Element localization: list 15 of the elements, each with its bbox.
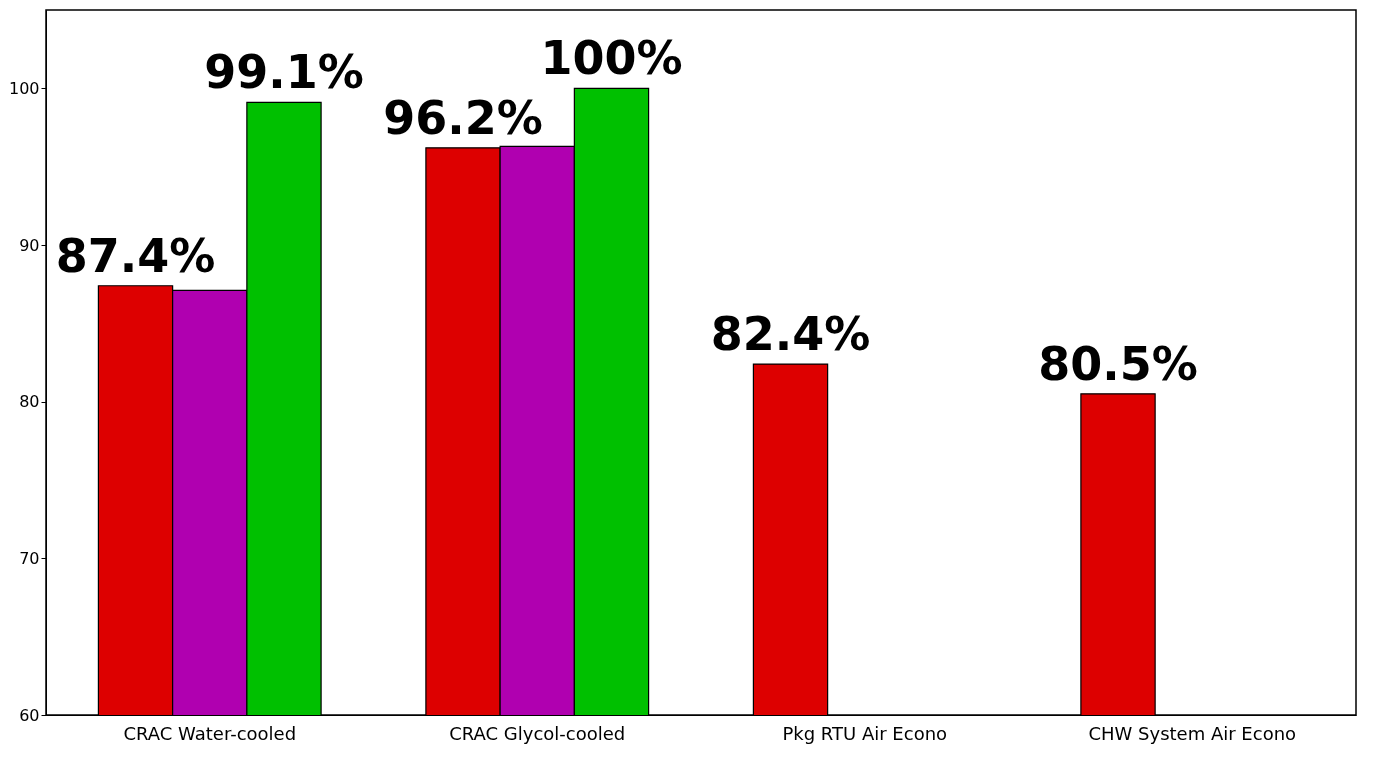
data-label: 99.1% [204, 45, 364, 100]
x-tick-label: CHW System Air Econo [1088, 722, 1297, 744]
y-tick-label: 100 [8, 78, 40, 98]
x-tick-label: CRAC Water-cooled [123, 722, 297, 744]
data-label: 96.2% [383, 90, 543, 145]
data-label: 80.5% [1038, 336, 1198, 391]
data-label: 87.4% [55, 228, 216, 283]
y-tick-label: 60 [19, 705, 40, 725]
x-tick-label: Pkg RTU Air Econo [782, 722, 948, 744]
y-tick-label: 80 [19, 392, 40, 412]
y-tick-label: 90 [19, 235, 40, 255]
data-label: 82.4% [710, 307, 871, 362]
y-tick-label: 70 [19, 548, 40, 568]
x-tick-label: CRAC Glycol-cooled [449, 722, 626, 744]
data-label: 100% [540, 31, 683, 86]
